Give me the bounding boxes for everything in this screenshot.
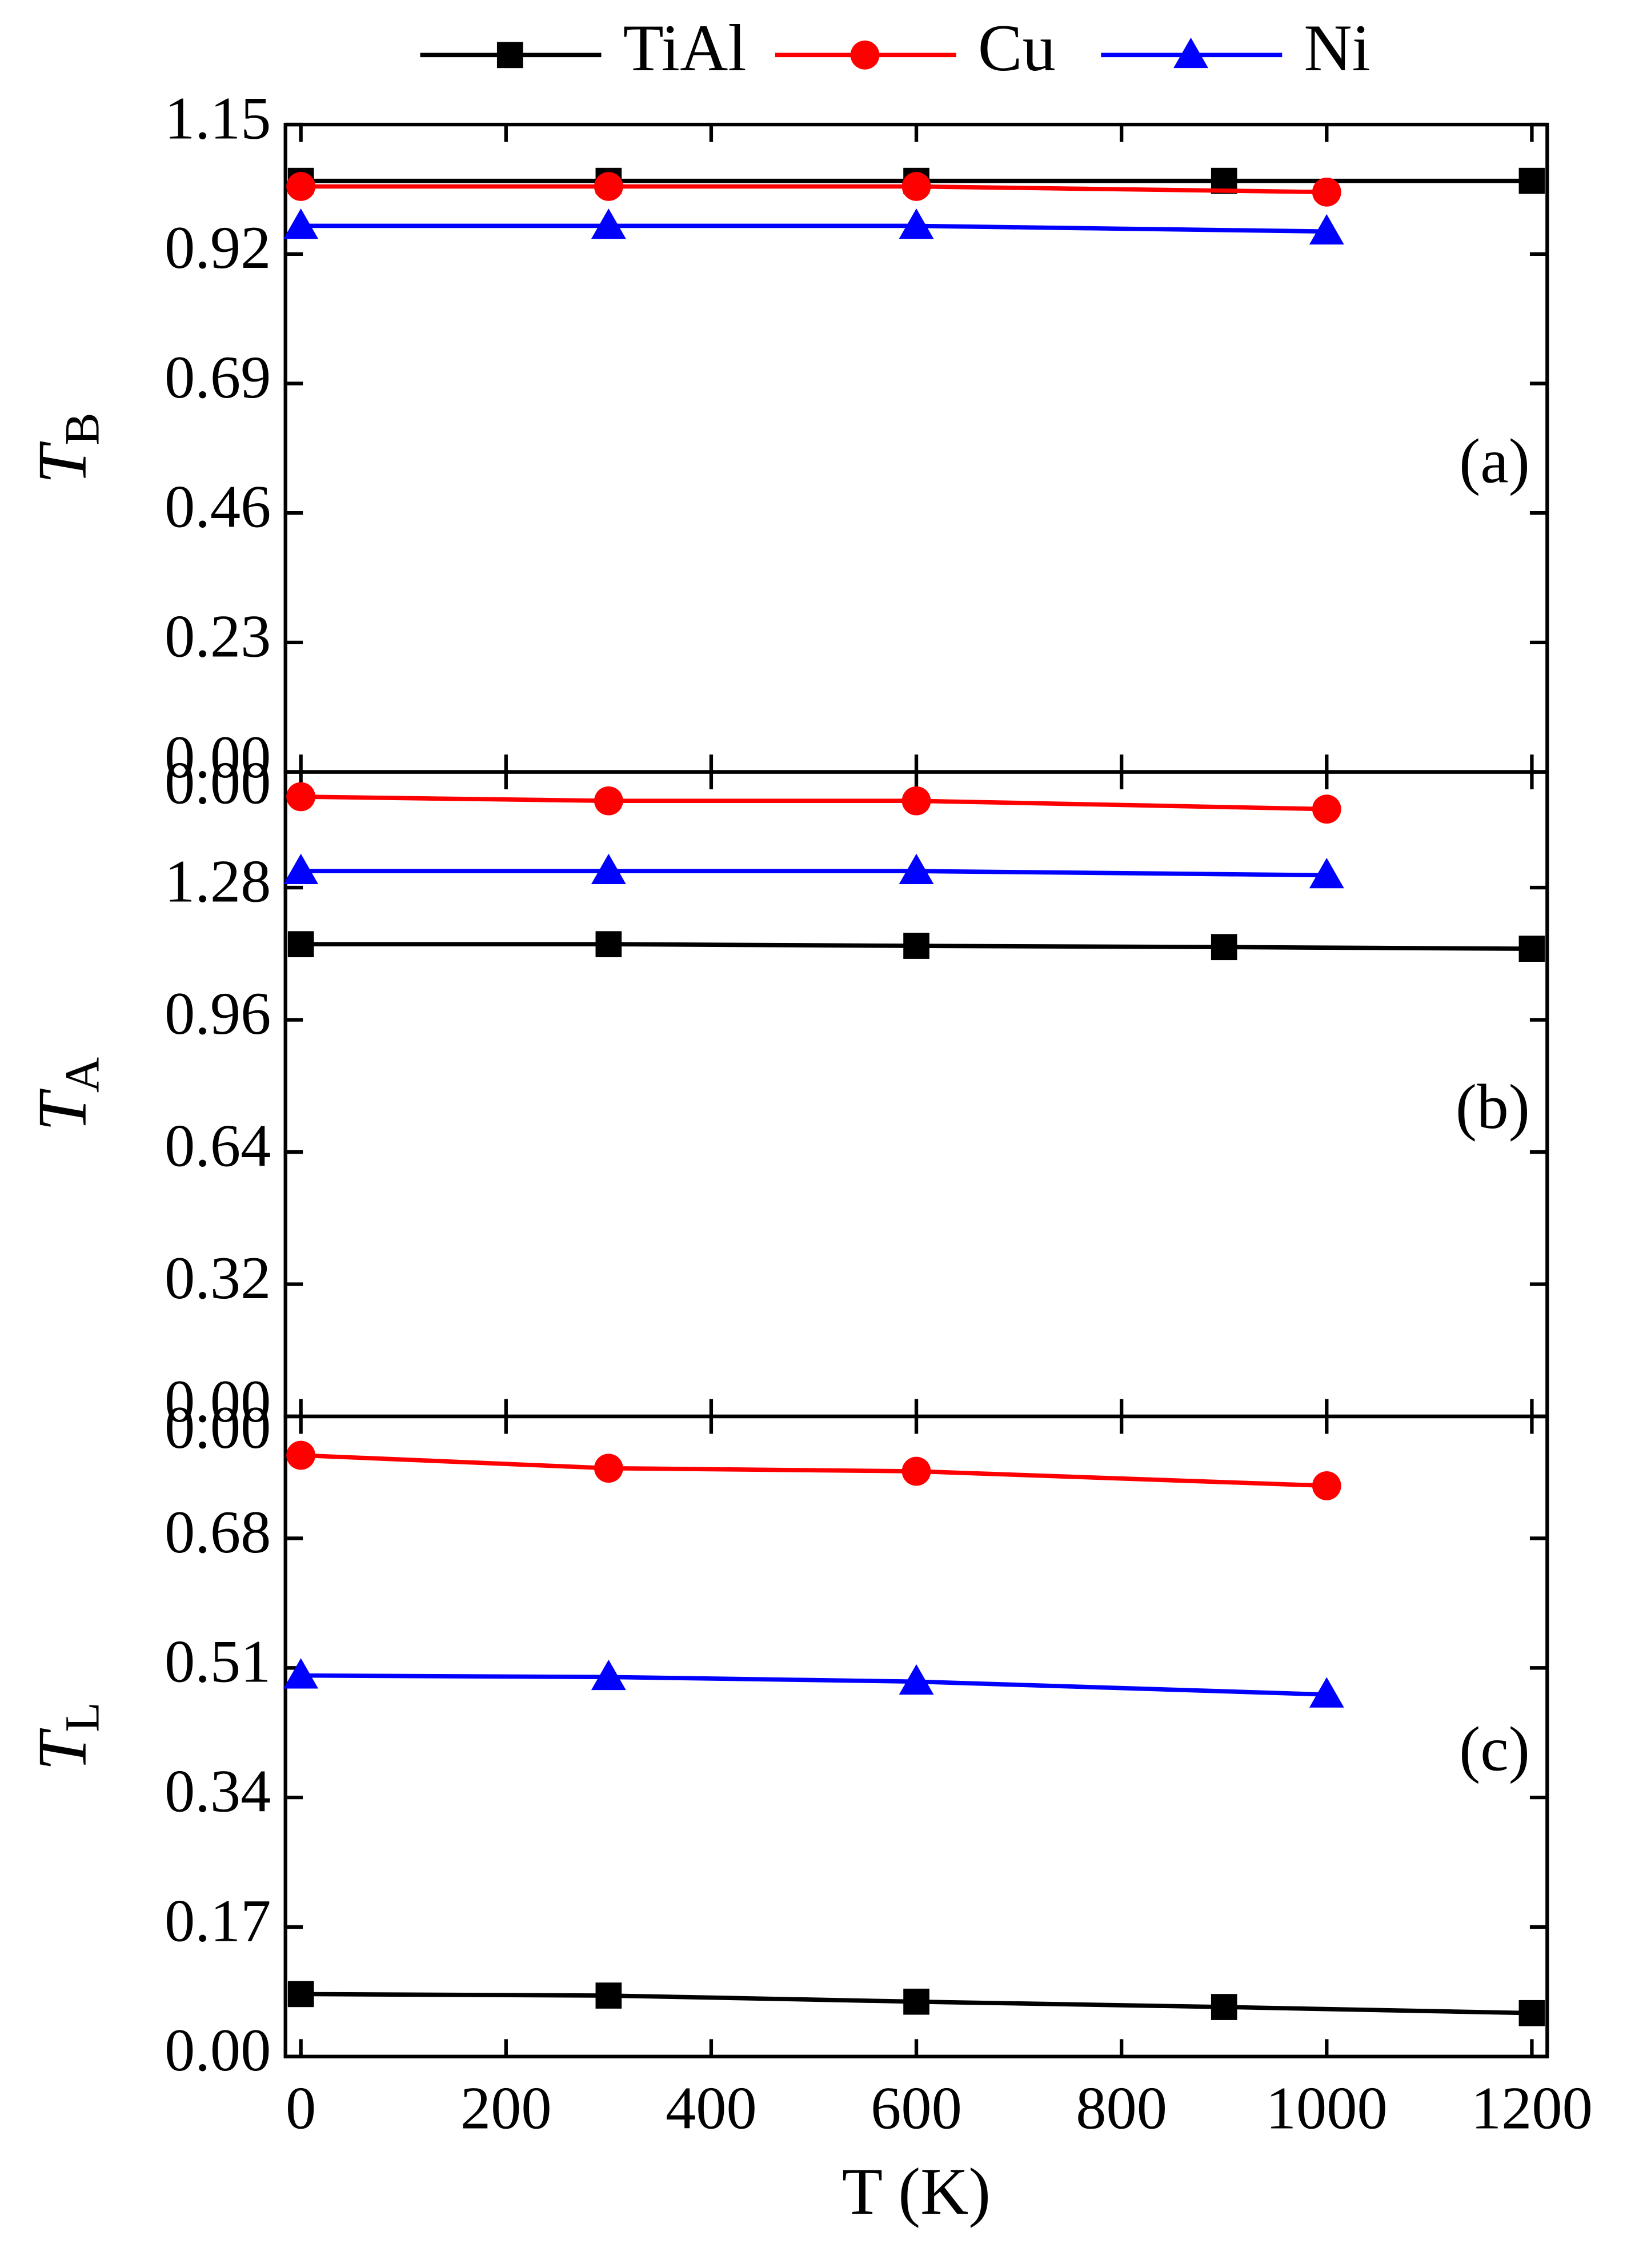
marker bbox=[1309, 857, 1344, 889]
y-axis-label-symbol: T bbox=[25, 441, 101, 484]
y-tick-label: 0.68 bbox=[165, 1499, 271, 1566]
marker bbox=[286, 782, 316, 812]
marker bbox=[591, 853, 626, 884]
y-tick-label: 1.28 bbox=[165, 848, 271, 916]
marker bbox=[1309, 214, 1344, 245]
y-axis-label-subscript: A bbox=[54, 1057, 109, 1093]
x-tick-label: 400 bbox=[666, 2075, 757, 2142]
x-tick-label: 800 bbox=[1076, 2075, 1167, 2142]
y-tick-label: 1.15 bbox=[165, 85, 271, 152]
y-top-label: 0.00 bbox=[165, 1394, 271, 1462]
marker bbox=[903, 1988, 929, 2015]
y-axis-label-symbol: T bbox=[25, 1089, 101, 1131]
y-tick-label: 0.64 bbox=[165, 1112, 271, 1179]
y-tick-label: 0.23 bbox=[165, 603, 271, 670]
marker bbox=[1211, 1994, 1237, 2020]
y-tick-label: 0.34 bbox=[165, 1758, 271, 1825]
y-tick-label: 0.92 bbox=[165, 214, 271, 282]
marker bbox=[594, 1454, 623, 1483]
y-axis-label-symbol: T bbox=[25, 1728, 101, 1771]
y-tick-label: 0.00 bbox=[165, 1368, 271, 1435]
marker bbox=[595, 1982, 622, 2009]
marker bbox=[594, 786, 623, 816]
marker bbox=[1518, 936, 1545, 962]
panel-label: (b) bbox=[1456, 1072, 1530, 1142]
y-tick-label: 0.96 bbox=[165, 980, 271, 1047]
x-tick-label: 1200 bbox=[1471, 2075, 1593, 2142]
x-tick-label: 1000 bbox=[1266, 2075, 1388, 2142]
y-tick-label: 0.00 bbox=[165, 2017, 271, 2084]
marker bbox=[286, 172, 316, 201]
marker bbox=[899, 208, 934, 239]
marker bbox=[901, 1456, 931, 1486]
series-line bbox=[300, 223, 1327, 234]
marker bbox=[1309, 1677, 1344, 1708]
y-tick-label: 0.69 bbox=[165, 344, 271, 411]
marker bbox=[287, 931, 314, 958]
marker bbox=[899, 1664, 934, 1695]
marker bbox=[591, 1659, 626, 1691]
y-axis-label-subscript: B bbox=[54, 412, 109, 445]
marker bbox=[903, 933, 929, 959]
y-axis-label: TB bbox=[25, 412, 109, 484]
marker bbox=[283, 1658, 319, 1689]
series-line bbox=[300, 869, 1327, 878]
y-top-label: 0.00 bbox=[165, 749, 271, 817]
series-line bbox=[300, 184, 1327, 195]
legend-label: Ni bbox=[1304, 11, 1370, 85]
series-line bbox=[300, 1673, 1327, 1697]
marker bbox=[1173, 37, 1208, 69]
y-axis-label: TL bbox=[25, 1702, 109, 1771]
marker bbox=[595, 931, 622, 958]
legend-label: Cu bbox=[978, 11, 1056, 85]
y-axis-label: TA bbox=[25, 1057, 109, 1131]
marker bbox=[594, 172, 623, 201]
marker bbox=[1312, 1471, 1341, 1500]
marker bbox=[899, 853, 934, 884]
panel-label: (c) bbox=[1459, 1715, 1530, 1785]
y-tick-label: 0.51 bbox=[165, 1628, 271, 1696]
marker bbox=[1518, 167, 1545, 194]
y-tick-label: 0.32 bbox=[165, 1245, 271, 1312]
marker bbox=[286, 1440, 316, 1470]
series-line bbox=[300, 794, 1327, 812]
plot-frame bbox=[283, 1414, 1549, 2058]
marker bbox=[283, 853, 319, 884]
marker bbox=[1518, 2000, 1545, 2026]
x-tick-label: 200 bbox=[460, 2075, 552, 2142]
marker bbox=[1312, 177, 1341, 207]
marker bbox=[283, 208, 319, 239]
y-axis-label-subscript: L bbox=[54, 1702, 109, 1732]
marker bbox=[901, 172, 931, 201]
x-tick-label: 0 bbox=[286, 2075, 316, 2142]
marker bbox=[496, 42, 523, 69]
marker bbox=[287, 1981, 314, 2008]
legend-label: TiAl bbox=[623, 11, 747, 85]
marker bbox=[1211, 934, 1237, 961]
x-axis-label: T (K) bbox=[842, 2155, 991, 2229]
x-tick-label: 600 bbox=[871, 2075, 962, 2142]
marker bbox=[591, 208, 626, 239]
panel-label: (a) bbox=[1459, 426, 1530, 496]
y-tick-label: 0.00 bbox=[165, 724, 271, 791]
marker bbox=[901, 786, 931, 816]
marker bbox=[850, 41, 880, 70]
series-line bbox=[300, 1453, 1327, 1488]
y-tick-label: 0.17 bbox=[165, 1887, 271, 1954]
y-tick-label: 0.46 bbox=[165, 473, 271, 541]
marker bbox=[1312, 794, 1341, 824]
